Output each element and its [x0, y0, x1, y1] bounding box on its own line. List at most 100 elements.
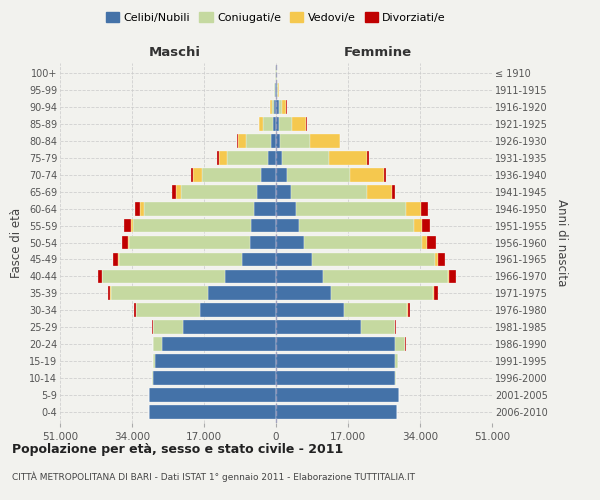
- Bar: [242, 252, 276, 266]
- Bar: [155, 354, 276, 368]
- Bar: [282, 100, 286, 114]
- Bar: [279, 116, 292, 130]
- Bar: [291, 184, 367, 198]
- Bar: [276, 252, 312, 266]
- Bar: [161, 338, 276, 351]
- Bar: [276, 100, 278, 114]
- Bar: [276, 218, 299, 232]
- Bar: [271, 100, 272, 114]
- Bar: [193, 168, 202, 181]
- Bar: [276, 354, 395, 368]
- Bar: [136, 304, 200, 318]
- Bar: [268, 150, 276, 164]
- Bar: [144, 202, 254, 215]
- Bar: [238, 134, 245, 147]
- Bar: [276, 202, 296, 215]
- Bar: [276, 184, 291, 198]
- Bar: [312, 252, 435, 266]
- Bar: [276, 320, 361, 334]
- Bar: [276, 388, 399, 402]
- Bar: [274, 116, 276, 130]
- Bar: [304, 236, 422, 250]
- Bar: [202, 168, 261, 181]
- Bar: [129, 236, 250, 250]
- Bar: [408, 304, 410, 318]
- Bar: [323, 270, 448, 283]
- Bar: [153, 338, 161, 351]
- Bar: [331, 286, 433, 300]
- Bar: [276, 338, 395, 351]
- Text: CITTÀ METROPOLITANA DI BARI - Dati ISTAT 1° gennaio 2011 - Elaborazione TUTTITAL: CITTÀ METROPOLITANA DI BARI - Dati ISTAT…: [12, 472, 415, 482]
- Bar: [103, 270, 225, 283]
- Bar: [438, 252, 445, 266]
- Bar: [251, 218, 276, 232]
- Bar: [276, 304, 344, 318]
- Bar: [152, 372, 153, 386]
- Bar: [153, 354, 155, 368]
- Bar: [361, 320, 395, 334]
- Bar: [287, 168, 350, 181]
- Bar: [422, 236, 427, 250]
- Bar: [276, 82, 277, 96]
- Bar: [296, 202, 406, 215]
- Bar: [227, 150, 268, 164]
- Bar: [422, 218, 430, 232]
- Bar: [276, 168, 287, 181]
- Text: Femmine: Femmine: [343, 46, 412, 59]
- Bar: [276, 406, 397, 419]
- Bar: [208, 286, 276, 300]
- Bar: [254, 202, 276, 215]
- Bar: [292, 116, 307, 130]
- Bar: [274, 100, 276, 114]
- Bar: [152, 320, 153, 334]
- Bar: [299, 218, 413, 232]
- Y-axis label: Anni di nascita: Anni di nascita: [554, 199, 568, 286]
- Bar: [122, 236, 128, 250]
- Bar: [435, 252, 438, 266]
- Bar: [119, 252, 242, 266]
- Bar: [329, 150, 367, 164]
- Bar: [278, 82, 279, 96]
- Bar: [118, 252, 119, 266]
- Bar: [272, 100, 274, 114]
- Bar: [191, 168, 193, 181]
- Bar: [200, 304, 276, 318]
- Bar: [277, 82, 278, 96]
- Bar: [276, 270, 323, 283]
- Bar: [128, 236, 129, 250]
- Bar: [406, 202, 421, 215]
- Bar: [274, 82, 275, 96]
- Bar: [261, 168, 276, 181]
- Y-axis label: Fasce di età: Fasce di età: [10, 208, 23, 278]
- Bar: [276, 286, 331, 300]
- Bar: [276, 116, 279, 130]
- Bar: [310, 134, 340, 147]
- Bar: [183, 320, 276, 334]
- Bar: [245, 134, 271, 147]
- Bar: [153, 372, 276, 386]
- Bar: [107, 286, 110, 300]
- Bar: [276, 236, 304, 250]
- Bar: [149, 406, 276, 419]
- Bar: [140, 202, 144, 215]
- Bar: [133, 218, 251, 232]
- Bar: [98, 270, 102, 283]
- Bar: [395, 354, 398, 368]
- Bar: [280, 134, 310, 147]
- Bar: [172, 184, 176, 198]
- Bar: [124, 218, 131, 232]
- Bar: [176, 184, 181, 198]
- Bar: [259, 116, 263, 130]
- Bar: [413, 218, 422, 232]
- Bar: [217, 150, 219, 164]
- Bar: [276, 150, 283, 164]
- Bar: [367, 184, 392, 198]
- Text: Maschi: Maschi: [148, 46, 200, 59]
- Bar: [350, 168, 384, 181]
- Bar: [131, 218, 133, 232]
- Bar: [236, 134, 238, 147]
- Bar: [427, 236, 436, 250]
- Bar: [367, 150, 369, 164]
- Bar: [384, 168, 386, 181]
- Bar: [278, 100, 282, 114]
